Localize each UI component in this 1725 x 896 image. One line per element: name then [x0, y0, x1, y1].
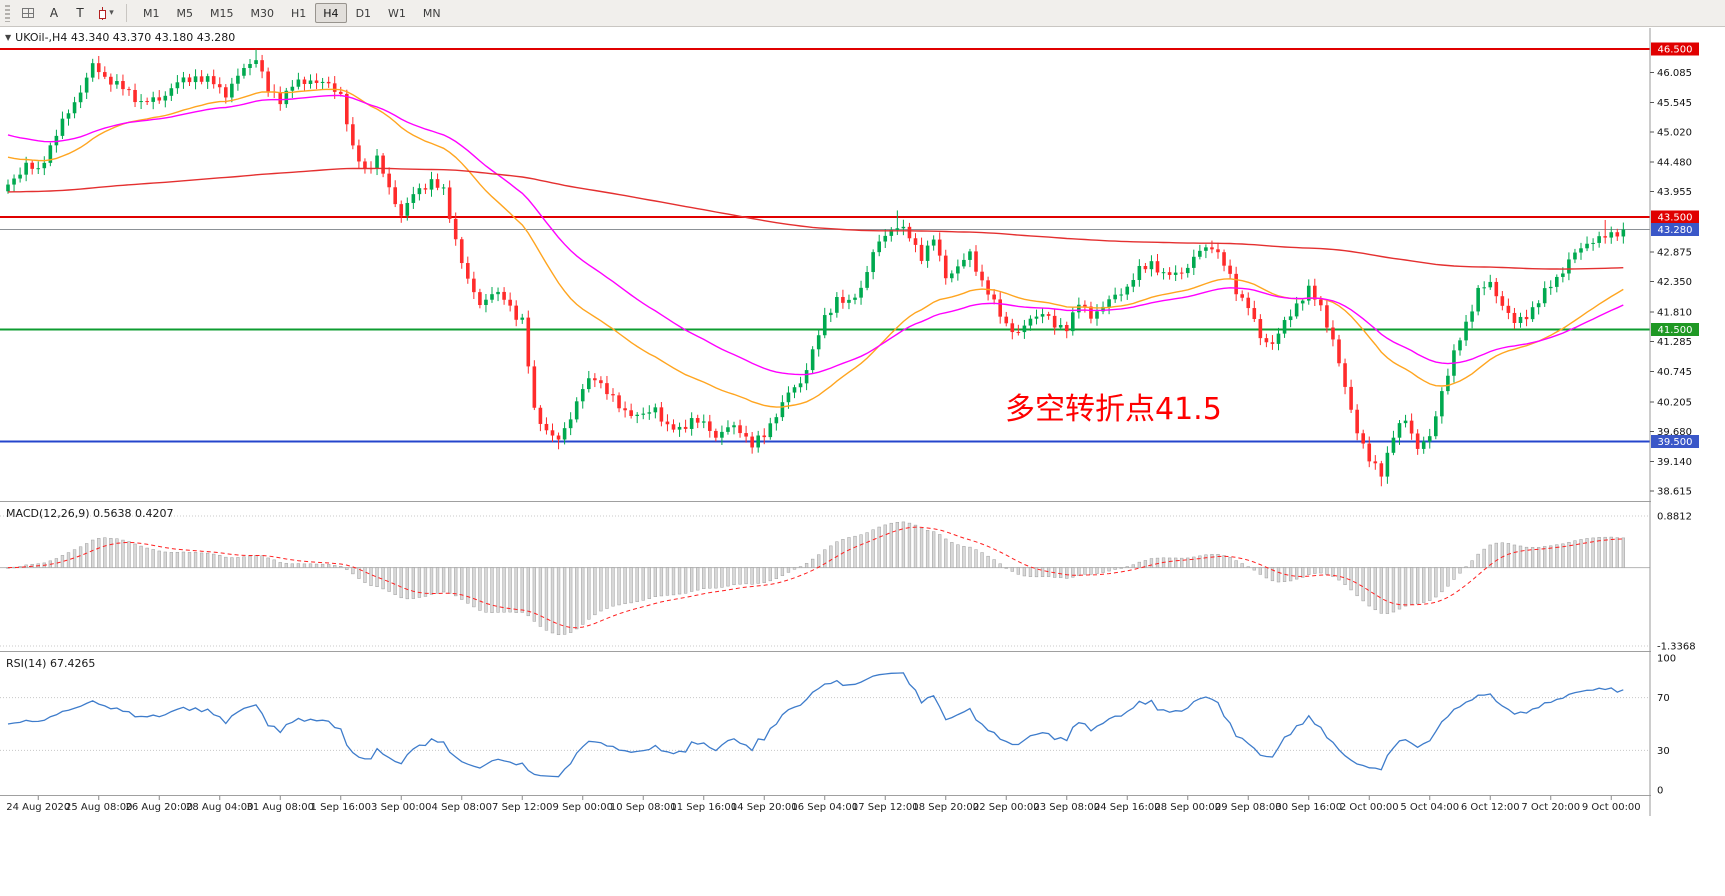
macd-signal-line	[7, 526, 1624, 629]
timeframe-m30[interactable]: M30	[250, 6, 275, 20]
svg-text:25 Aug 08:00: 25 Aug 08:00	[65, 802, 132, 813]
price-badge-43.280	[1651, 223, 1699, 237]
svg-text:6 Oct 12:00: 6 Oct 12:00	[1461, 802, 1520, 813]
chart-type-button[interactable]: ▾	[94, 2, 118, 24]
svg-text:70: 70	[1657, 693, 1670, 704]
rsi-panel	[0, 672, 1650, 778]
panel-separators	[0, 501, 1725, 796]
svg-text:26 Aug 20:00: 26 Aug 20:00	[126, 802, 193, 813]
svg-text:45.545: 45.545	[1657, 98, 1692, 109]
svg-text:18 Sep 20:00: 18 Sep 20:00	[912, 802, 979, 813]
svg-text:9 Oct 00:00: 9 Oct 00:00	[1582, 802, 1641, 813]
timeframe-m5[interactable]: M5	[176, 6, 194, 20]
price-panel-title: ▼ UKOil-,H4 43.340 43.370 43.180 43.280	[5, 31, 235, 44]
macd-panel-title: MACD(12,26,9) 0.5638 0.4207	[6, 507, 174, 520]
macd-panel	[0, 515, 1650, 647]
text-tool-label: T	[76, 6, 84, 20]
rsi-line	[7, 672, 1624, 778]
timeframe-mn[interactable]: MN	[422, 6, 441, 20]
moving-averages	[7, 88, 1624, 408]
svg-text:38.615: 38.615	[1657, 487, 1692, 498]
timeframe-toolbar: M1 M5 M15 M30 H1 H4 D1 W1 MN	[135, 3, 449, 23]
svg-text:24 Aug 2020: 24 Aug 2020	[6, 802, 70, 813]
svg-text:10 Sep 08:00: 10 Sep 08:00	[610, 802, 677, 813]
svg-text:31 Aug 08:00: 31 Aug 08:00	[247, 802, 314, 813]
ma-fast	[7, 88, 1624, 408]
svg-text:43.500: 43.500	[1658, 213, 1693, 224]
toolbar-grip[interactable]	[5, 4, 10, 22]
svg-text:44.480: 44.480	[1657, 158, 1692, 169]
svg-text:7 Sep 12:00: 7 Sep 12:00	[492, 802, 552, 813]
svg-text:28 Aug 04:00: 28 Aug 04:00	[186, 802, 253, 813]
svg-text:9 Sep 00:00: 9 Sep 00:00	[553, 802, 613, 813]
svg-text:23 Sep 08:00: 23 Sep 08:00	[1033, 802, 1100, 813]
ma-medium	[7, 94, 1624, 376]
svg-text:16 Sep 04:00: 16 Sep 04:00	[791, 802, 858, 813]
price-badge-41.500	[1651, 322, 1699, 336]
timeframe-w1[interactable]: W1	[388, 6, 406, 20]
candles	[6, 49, 1626, 487]
svg-text:30: 30	[1657, 746, 1670, 757]
timeframe-h1[interactable]: H1	[291, 6, 307, 20]
svg-text:39.500: 39.500	[1658, 437, 1693, 448]
candlestick-icon	[98, 6, 107, 20]
svg-text:41.285: 41.285	[1657, 337, 1692, 348]
svg-text:14 Sep 20:00: 14 Sep 20:00	[731, 802, 798, 813]
svg-text:1 Sep 16:00: 1 Sep 16:00	[311, 802, 371, 813]
toolbar: A T ▾ M1 M5 M15 M30 H1 H4 D1 W1 MN	[0, 0, 1725, 27]
price-title-text: UKOil-,H4 43.340 43.370 43.180 43.280	[15, 31, 236, 44]
svg-text:45.020: 45.020	[1657, 127, 1692, 138]
timeframe-m15[interactable]: M15	[210, 6, 234, 20]
svg-text:24 Sep 16:00: 24 Sep 16:00	[1094, 802, 1161, 813]
cursor-tool-button[interactable]: A	[42, 2, 66, 24]
svg-text:46.500: 46.500	[1658, 45, 1693, 56]
svg-text:17 Sep 12:00: 17 Sep 12:00	[852, 802, 919, 813]
chart-windows-button[interactable]	[16, 2, 40, 24]
price-badge-39.500	[1651, 434, 1699, 448]
price-badge-46.500	[1651, 42, 1699, 56]
timeframe-d1[interactable]: D1	[355, 6, 372, 20]
svg-text:5 Oct 04:00: 5 Oct 04:00	[1400, 802, 1459, 813]
text-tool-button[interactable]: T	[68, 2, 92, 24]
rsi-panel-title: RSI(14) 67.4265	[6, 657, 96, 670]
svg-text:22 Sep 00:00: 22 Sep 00:00	[973, 802, 1040, 813]
grid-icon	[22, 8, 34, 18]
toolbar-separator	[126, 4, 127, 22]
timeframe-m1[interactable]: M1	[143, 6, 160, 20]
svg-text:3 Sep 00:00: 3 Sep 00:00	[371, 802, 431, 813]
svg-text:11 Sep 16:00: 11 Sep 16:00	[670, 802, 737, 813]
svg-text:0: 0	[1657, 786, 1663, 797]
chart-annotation: 多空转折点41.5	[1005, 392, 1222, 427]
svg-text:40.745: 40.745	[1657, 367, 1692, 378]
svg-text:43.280: 43.280	[1658, 225, 1693, 236]
svg-text:42.350: 42.350	[1657, 277, 1692, 288]
svg-text:28 Sep 00:00: 28 Sep 00:00	[1154, 802, 1221, 813]
svg-text:29 Sep 08:00: 29 Sep 08:00	[1215, 802, 1282, 813]
svg-text:41.500: 41.500	[1658, 325, 1693, 336]
svg-text:2 Oct 00:00: 2 Oct 00:00	[1340, 802, 1399, 813]
collapse-icon[interactable]: ▼	[5, 33, 12, 42]
svg-text:39.140: 39.140	[1657, 457, 1692, 468]
svg-text:4 Sep 08:00: 4 Sep 08:00	[432, 802, 492, 813]
svg-text:0.8812: 0.8812	[1657, 512, 1692, 523]
svg-text:41.810: 41.810	[1657, 307, 1692, 318]
price-levels	[0, 48, 1650, 443]
svg-text:7 Oct 20:00: 7 Oct 20:00	[1521, 802, 1580, 813]
timeframe-h4[interactable]: H4	[315, 3, 347, 23]
svg-text:-1.3368: -1.3368	[1657, 641, 1696, 652]
svg-text:42.875: 42.875	[1657, 248, 1692, 259]
chevron-down-icon: ▾	[109, 8, 114, 18]
svg-text:30 Sep 16:00: 30 Sep 16:00	[1275, 802, 1342, 813]
price-badge-43.500	[1651, 210, 1699, 224]
svg-text:43.955: 43.955	[1657, 187, 1692, 198]
svg-text:100: 100	[1657, 654, 1676, 665]
cursor-tool-label: A	[49, 6, 59, 20]
price-axis: 46.085 45.545 45.020 44.480 43.955 42.875 42.3…	[1649, 28, 1725, 816]
svg-text:40.205: 40.205	[1657, 397, 1692, 408]
svg-text:46.085: 46.085	[1657, 68, 1692, 79]
ma-slow	[7, 167, 1624, 270]
svg-text:39.680: 39.680	[1657, 427, 1692, 438]
